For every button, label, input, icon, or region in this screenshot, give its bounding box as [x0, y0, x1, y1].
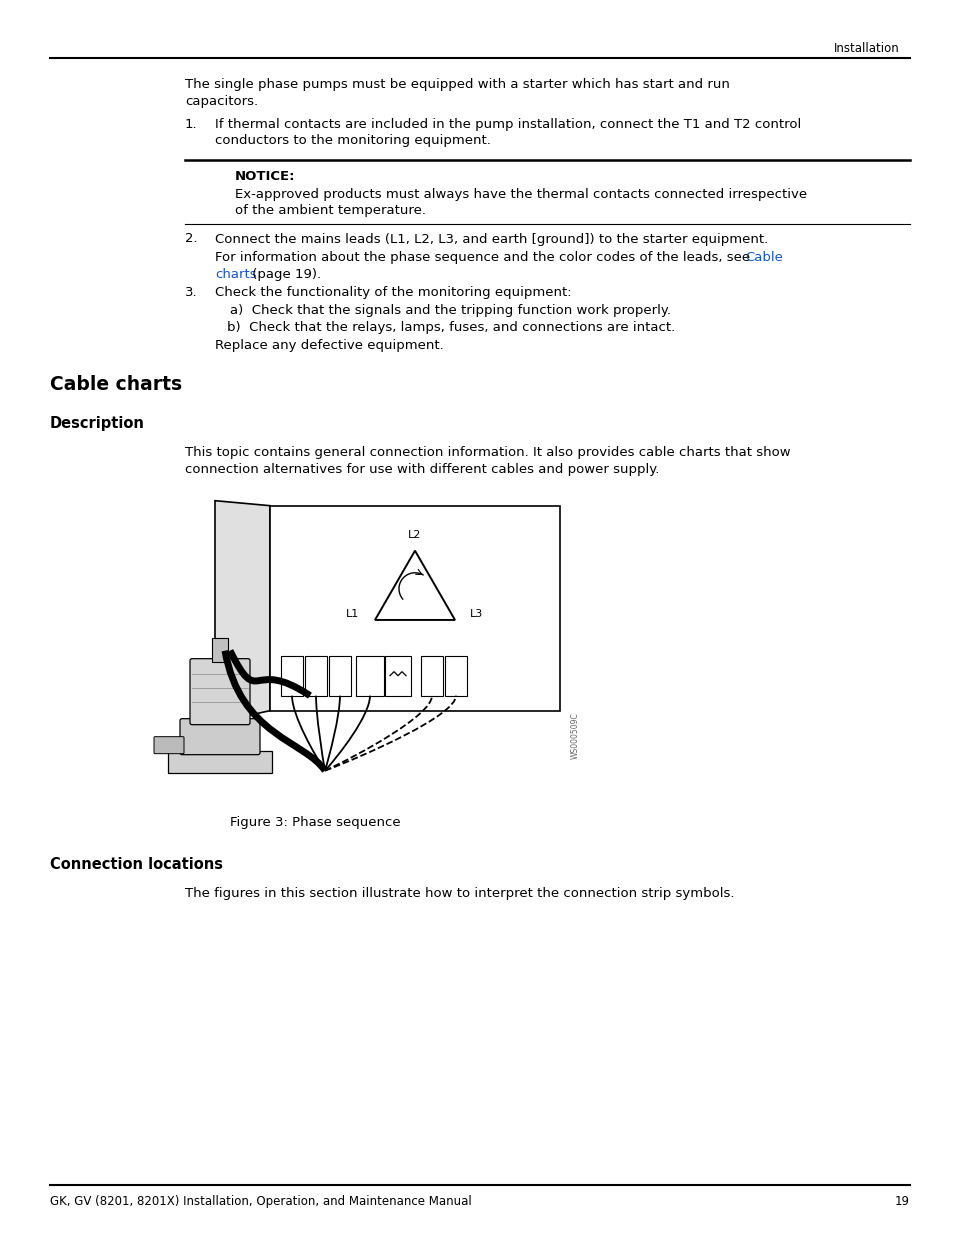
FancyBboxPatch shape — [355, 656, 384, 695]
Text: Cable: Cable — [744, 252, 782, 264]
Text: T2: T2 — [450, 671, 461, 680]
Polygon shape — [214, 500, 270, 722]
Text: Connect the mains leads (L1, L2, L3, and earth [ground]) to the starter equipmen: Connect the mains leads (L1, L2, L3, and… — [214, 232, 767, 246]
Text: of the ambient temperature.: of the ambient temperature. — [234, 205, 426, 217]
Text: L2: L2 — [311, 671, 321, 680]
Text: T1: T1 — [426, 671, 437, 680]
Text: a)  Check that the signals and the tripping function work properly.: a) Check that the signals and the trippi… — [230, 304, 670, 317]
Text: GK, GV (8201, 8201X) Installation, Operation, and Maintenance Manual: GK, GV (8201, 8201X) Installation, Opera… — [50, 1195, 471, 1208]
Text: Cable charts: Cable charts — [50, 375, 182, 394]
Text: ⏚: ⏚ — [366, 669, 374, 682]
FancyBboxPatch shape — [180, 719, 260, 755]
Text: charts: charts — [214, 268, 256, 282]
Text: If thermal contacts are included in the pump installation, connect the T1 and T2: If thermal contacts are included in the … — [214, 117, 801, 131]
FancyBboxPatch shape — [168, 751, 272, 773]
FancyBboxPatch shape — [212, 637, 228, 662]
FancyBboxPatch shape — [153, 736, 184, 753]
Text: L2: L2 — [408, 530, 421, 540]
Text: 2.: 2. — [185, 232, 197, 246]
Text: 3.: 3. — [185, 287, 197, 299]
Text: 1.: 1. — [185, 117, 197, 131]
Text: Ex-approved products must always have the thermal contacts connected irrespectiv: Ex-approved products must always have th… — [234, 188, 806, 201]
Text: Check the functionality of the monitoring equipment:: Check the functionality of the monitorin… — [214, 287, 571, 299]
FancyBboxPatch shape — [444, 656, 467, 695]
Text: conductors to the monitoring equipment.: conductors to the monitoring equipment. — [214, 135, 491, 147]
Text: L3: L3 — [335, 671, 345, 680]
Text: L1: L1 — [346, 609, 359, 619]
Text: L1: L1 — [286, 671, 297, 680]
Text: Replace any defective equipment.: Replace any defective equipment. — [214, 338, 443, 352]
Text: The single phase pumps must be equipped with a starter which has start and run: The single phase pumps must be equipped … — [185, 78, 729, 91]
Text: L3: L3 — [470, 609, 483, 619]
Text: The figures in this section illustrate how to interpret the connection strip sym: The figures in this section illustrate h… — [185, 887, 734, 899]
FancyBboxPatch shape — [190, 658, 250, 725]
Text: This topic contains general connection information. It also provides cable chart: This topic contains general connection i… — [185, 446, 790, 459]
Text: For information about the phase sequence and the color codes of the leads, see: For information about the phase sequence… — [214, 252, 754, 264]
Text: connection alternatives for use with different cables and power supply.: connection alternatives for use with dif… — [185, 463, 659, 475]
Text: Figure 3: Phase sequence: Figure 3: Phase sequence — [230, 815, 400, 829]
FancyBboxPatch shape — [270, 505, 559, 710]
Text: b)  Check that the relays, lamps, fuses, and connections are intact.: b) Check that the relays, lamps, fuses, … — [227, 321, 675, 333]
Text: Description: Description — [50, 416, 145, 431]
FancyBboxPatch shape — [329, 656, 351, 695]
Text: Installation: Installation — [833, 42, 899, 56]
Text: Connection locations: Connection locations — [50, 857, 223, 872]
Text: (page 19).: (page 19). — [248, 268, 321, 282]
FancyBboxPatch shape — [305, 656, 327, 695]
Text: WS000509C: WS000509C — [570, 713, 578, 760]
FancyBboxPatch shape — [385, 656, 411, 695]
Text: NOTICE:: NOTICE: — [234, 169, 295, 183]
FancyBboxPatch shape — [281, 656, 303, 695]
Text: 19: 19 — [894, 1195, 909, 1208]
FancyBboxPatch shape — [420, 656, 442, 695]
Text: capacitors.: capacitors. — [185, 95, 258, 107]
